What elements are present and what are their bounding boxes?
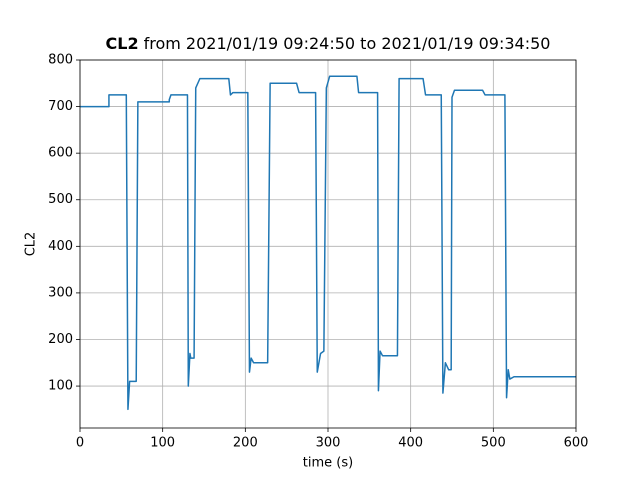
x-tick-label: 600 <box>564 436 589 451</box>
x-axis-label: time (s) <box>303 456 353 471</box>
y-tick-label: 400 <box>48 239 73 254</box>
data-line <box>80 75 576 411</box>
x-tick-label: 400 <box>398 436 423 451</box>
y-tick-label: 300 <box>48 285 73 300</box>
chart-title: CL2 from 2021/01/19 09:24:50 to 2021/01/1… <box>106 34 551 53</box>
y-tick-label: 200 <box>48 332 73 347</box>
x-tick-label: 500 <box>481 436 506 451</box>
x-tick-label: 300 <box>316 436 341 451</box>
x-tick-label: 100 <box>150 436 175 451</box>
y-tick-label: 600 <box>48 146 73 161</box>
y-tick-label: 800 <box>48 53 73 68</box>
y-axis-label: CL2 <box>24 232 39 257</box>
title-rest: from 2021/01/19 09:24:50 to 2021/01/19 0… <box>144 34 551 53</box>
plot-frame <box>79 59 577 429</box>
y-tick-label: 100 <box>48 379 73 394</box>
y-tick-label: 700 <box>48 99 73 114</box>
y-tick-label: 500 <box>48 192 73 207</box>
x-tick-label: 0 <box>76 436 84 451</box>
title-bold: CL2 <box>106 34 139 53</box>
x-tick-label: 200 <box>233 436 258 451</box>
